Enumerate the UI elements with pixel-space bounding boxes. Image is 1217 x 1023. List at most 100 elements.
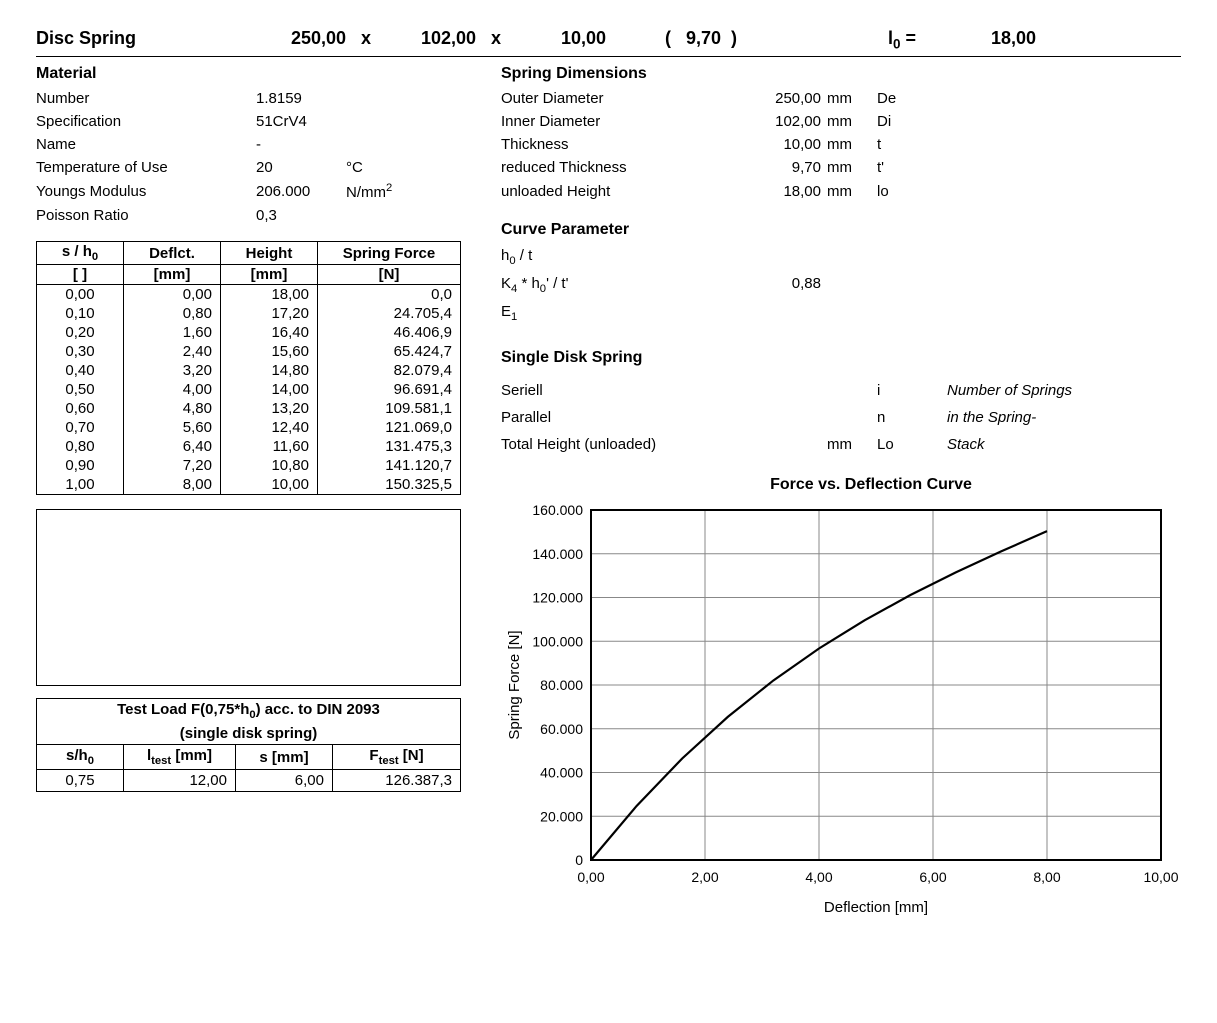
material-row: Number1.8159: [36, 87, 461, 110]
dim-unit: mm: [827, 156, 877, 179]
table-cell: 1,00: [37, 475, 124, 495]
table-cell: 0,70: [37, 418, 124, 437]
material-rows: Number1.8159Specification51CrV4Name-Temp…: [36, 87, 461, 228]
curve-param-row: h0 / t: [501, 243, 1181, 271]
stack-value: [731, 431, 827, 458]
page-title: Disc Spring: [36, 28, 256, 49]
dimension-row: Inner Diameter102,00mmDi: [501, 110, 1181, 133]
table-cell: 96.691,4: [318, 380, 461, 399]
spring-dims-rows: Outer Diameter250,00mmDeInner Diameter10…: [501, 87, 1181, 203]
table-cell: 82.079,4: [318, 361, 461, 380]
table-cell: 5,60: [124, 418, 221, 437]
th-sh0: s / h0: [37, 242, 124, 265]
table-cell: 0,50: [37, 380, 124, 399]
stack-unit: mm: [827, 431, 877, 458]
table-row: 0,302,4015,6065.424,7: [37, 342, 461, 361]
th-height-u: [mm]: [221, 265, 318, 285]
table-cell: 15,60: [221, 342, 318, 361]
dim-unit: mm: [827, 133, 877, 156]
svg-text:100.000: 100.000: [532, 633, 583, 649]
th-height: Height: [221, 242, 318, 265]
table-cell: 24.705,4: [318, 304, 461, 323]
svg-text:20.000: 20.000: [540, 808, 583, 824]
dim-symbol: Di: [877, 110, 937, 133]
material-label: Number: [36, 87, 256, 110]
table-row: 0,201,6016,4046.406,9: [37, 323, 461, 342]
table-row: 0,907,2010,80141.120,7: [37, 456, 461, 475]
table-cell: 7,20: [124, 456, 221, 475]
material-row: Youngs Modulus206.000N/mm2: [36, 180, 461, 204]
table-row: 0,403,2014,8082.079,4: [37, 361, 461, 380]
test-cell: 126.387,3: [333, 770, 461, 792]
table-cell: 13,20: [221, 399, 318, 418]
header-l0-label: l0 =: [756, 28, 916, 52]
stack-symbol: Lo: [877, 431, 947, 458]
material-value: -: [256, 133, 346, 156]
table-cell: 10,00: [221, 475, 318, 495]
curve-label: K4 * h0' / t': [501, 271, 731, 299]
table-cell: 4,80: [124, 399, 221, 418]
dim-unit: mm: [827, 87, 877, 110]
curve-label: h0 / t: [501, 243, 731, 271]
svg-text:160.000: 160.000: [532, 502, 583, 518]
dim-label: Thickness: [501, 133, 731, 156]
th-force-u: [N]: [318, 265, 461, 285]
svg-text:40.000: 40.000: [540, 765, 583, 781]
material-unit: [346, 204, 426, 227]
header-dim-3: 10,00: [516, 28, 606, 49]
table-cell: 0,80: [124, 304, 221, 323]
blank-box: [36, 509, 461, 686]
svg-text:8,00: 8,00: [1033, 869, 1060, 885]
test-row: 0,7512,006,00126.387,3: [37, 770, 461, 792]
th-force: Spring Force: [318, 242, 461, 265]
test-th2: ltest [mm]: [124, 745, 236, 770]
force-deflection-chart: 020.00040.00060.00080.000100.000120.0001…: [501, 500, 1181, 920]
dim-symbol: t': [877, 156, 937, 179]
material-value: 206.000: [256, 180, 346, 204]
th-sh0-u: [ ]: [37, 265, 124, 285]
spring-dims-title: Spring Dimensions: [501, 65, 1181, 83]
stack-note: Stack: [947, 431, 985, 458]
curve-param-rows: h0 / tK4 * h0' / t'0,88E1: [501, 243, 1181, 327]
table-cell: 3,20: [124, 361, 221, 380]
th-deflct: Deflct.: [124, 242, 221, 265]
svg-text:60.000: 60.000: [540, 721, 583, 737]
table-cell: 46.406,9: [318, 323, 461, 342]
svg-text:6,00: 6,00: [919, 869, 946, 885]
table-cell: 12,40: [221, 418, 318, 437]
material-value: 0,3: [256, 204, 346, 227]
dim-symbol: t: [877, 133, 937, 156]
material-label: Specification: [36, 110, 256, 133]
table-cell: 14,80: [221, 361, 318, 380]
left-column: Material Number1.8159Specification51CrV4…: [36, 63, 461, 925]
stack-note: Number of Springs: [947, 377, 1072, 404]
curve-label: E1: [501, 299, 731, 327]
material-title: Material: [36, 65, 461, 83]
svg-text:Spring Force [N]: Spring Force [N]: [506, 631, 523, 740]
dim-unit: mm: [827, 110, 877, 133]
table-cell: 6,40: [124, 437, 221, 456]
dim-value: 18,00: [731, 180, 827, 203]
table-cell: 1,60: [124, 323, 221, 342]
table-cell: 0,90: [37, 456, 124, 475]
material-row: Temperature of Use20°C: [36, 156, 461, 179]
stack-note: in the Spring-: [947, 404, 1036, 431]
stack-unit: [827, 377, 877, 404]
header-dim-1: 250,00: [256, 28, 346, 49]
test-title: Test Load F(0,75*h0) acc. to DIN 2093: [37, 699, 461, 724]
dim-label: Inner Diameter: [501, 110, 731, 133]
stack-symbol: i: [877, 377, 947, 404]
table-cell: 0,10: [37, 304, 124, 323]
stack-symbol: n: [877, 404, 947, 431]
stack-value: [731, 404, 827, 431]
stack-row: SerielliNumber of Springs: [501, 377, 1181, 404]
material-label: Poisson Ratio: [36, 204, 256, 227]
svg-text:80.000: 80.000: [540, 677, 583, 693]
test-cell: 12,00: [124, 770, 236, 792]
dimension-row: unloaded Height18,00mmlo: [501, 180, 1181, 203]
svg-text:Deflection [mm]: Deflection [mm]: [824, 899, 928, 916]
dim-label: unloaded Height: [501, 180, 731, 203]
th-deflct-u: [mm]: [124, 265, 221, 285]
stack-value: [731, 377, 827, 404]
stack-row: Parallelnin the Spring-: [501, 404, 1181, 431]
